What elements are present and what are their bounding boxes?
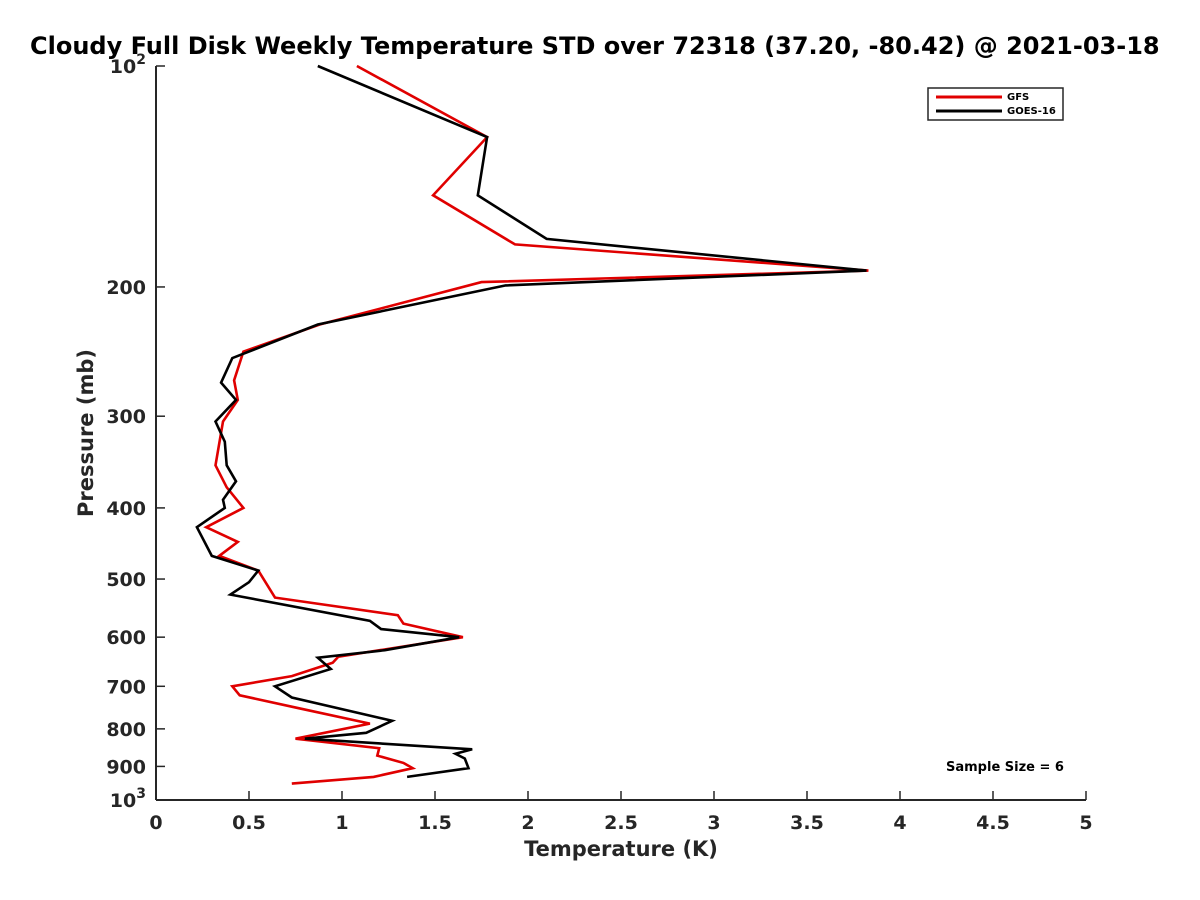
series-line-goes16 xyxy=(195,64,867,779)
y-tick-label: 400 xyxy=(106,498,146,520)
chart-title: Cloudy Full Disk Weekly Temperature STD … xyxy=(30,32,1160,60)
x-tick-label: 4 xyxy=(893,812,906,834)
x-tick-label: 1 xyxy=(335,812,348,834)
y-tick-label: 300 xyxy=(106,406,146,428)
x-tick-label: 3 xyxy=(707,812,720,834)
x-tick-label: 5 xyxy=(1079,812,1092,834)
sample-size-annotation: Sample Size = 6 xyxy=(946,760,1064,775)
x-tick-label: 4.5 xyxy=(976,812,1010,834)
x-tick-label: 1.5 xyxy=(418,812,452,834)
legend-box xyxy=(927,87,1064,121)
x-tick-label: 0.5 xyxy=(232,812,266,834)
legend[interactable]: GFS GOES-16 xyxy=(927,87,1064,121)
x-tick-label: 3.5 xyxy=(790,812,824,834)
y-tick-label: 500 xyxy=(106,569,146,591)
y-tick-label: 102 xyxy=(110,52,146,78)
legend-label-goes16: GOES-16 xyxy=(1007,106,1056,117)
y-tick-label: 800 xyxy=(106,719,146,741)
x-tick-label: 2 xyxy=(521,812,534,834)
y-tick-label: 700 xyxy=(106,676,146,698)
x-axis-label: Temperature (K) xyxy=(524,837,718,861)
x-tick-label: 2.5 xyxy=(604,812,638,834)
x-tick-label: 0 xyxy=(149,812,162,834)
y-tick-label: 600 xyxy=(106,627,146,649)
y-axis-label: Pressure (mb) xyxy=(74,349,98,517)
series-layer xyxy=(195,64,869,785)
y-tick-label: 900 xyxy=(106,756,146,778)
y-tick-label: 103 xyxy=(110,786,146,812)
y-tick-label: 200 xyxy=(106,277,146,299)
legend-label-gfs: GFS xyxy=(1007,92,1029,103)
x-ticks: 0 0.5 1 1.5 2 2.5 3 3.5 4 4.5 5 xyxy=(149,791,1093,834)
y-ticks: 102 200 300 400 500 600 700 800 900 103 xyxy=(106,52,165,812)
